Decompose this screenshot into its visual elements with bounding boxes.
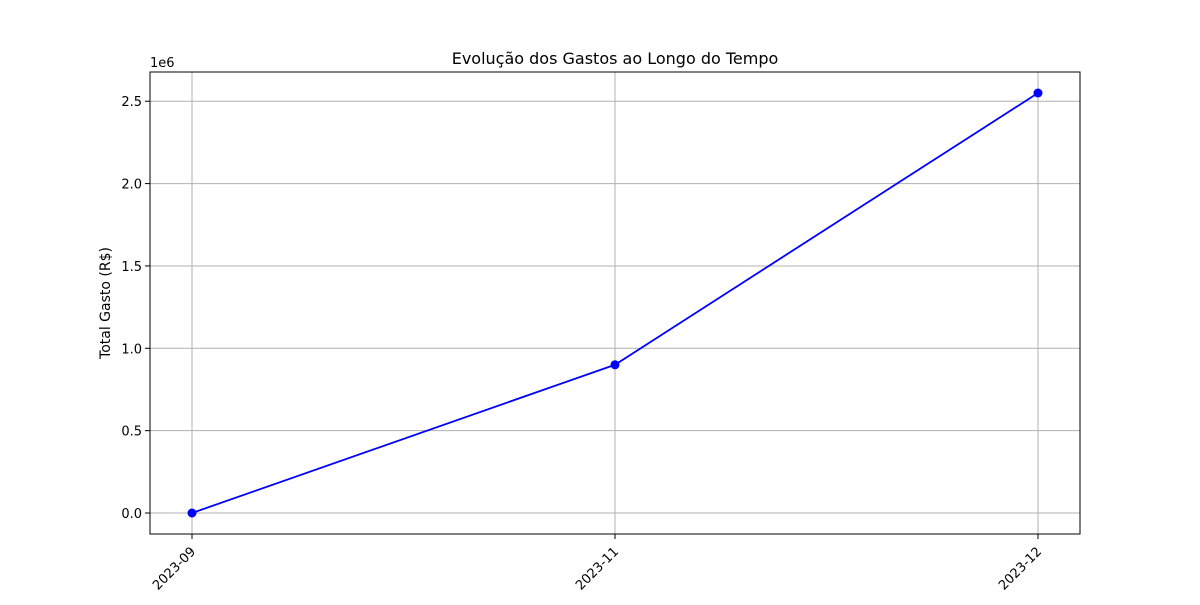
x-tick-label: 2023-12 — [996, 544, 1045, 593]
y-tick-label: 1.0 — [121, 342, 142, 357]
x-axis-ticks: 2023-09 2023-11 2023-12 — [150, 534, 1045, 593]
y-tick-label: 0.0 — [121, 507, 142, 522]
chart-title: Evolução dos Gastos ao Longo do Tempo — [452, 49, 779, 68]
x-tick-label: 2023-09 — [150, 544, 199, 593]
y-tick-label: 1.5 — [121, 260, 142, 275]
y-tick-label: 2.0 — [121, 178, 142, 193]
data-point — [1033, 88, 1043, 98]
y-tick-label: 0.5 — [121, 425, 142, 440]
data-point — [187, 508, 197, 518]
x-tick-label: 2023-11 — [573, 544, 622, 593]
y-axis-ticks: 0.0 0.5 1.0 1.5 2.0 2.5 — [121, 95, 150, 522]
grid — [150, 72, 1080, 534]
data-point — [610, 360, 620, 370]
y-tick-label: 2.5 — [121, 95, 142, 110]
y-axis-offset-label: 1e6 — [150, 56, 175, 71]
y-axis-label: Total Gasto (R$) — [98, 247, 114, 360]
markers-layer — [187, 88, 1043, 518]
